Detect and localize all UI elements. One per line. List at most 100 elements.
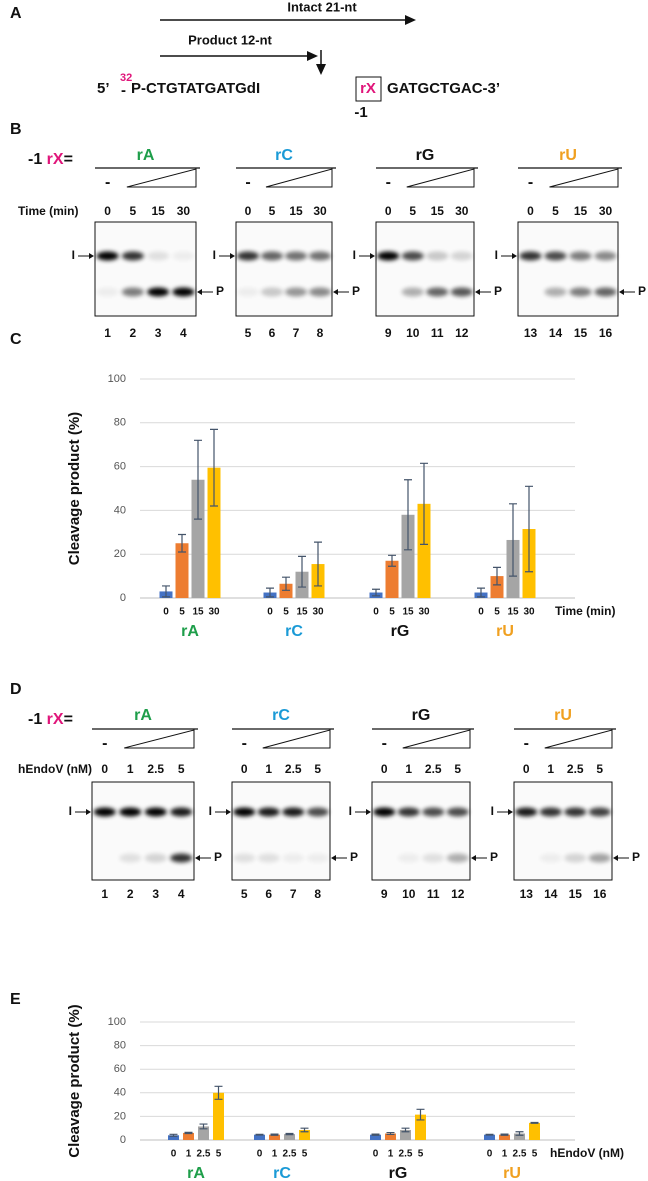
prefix-part: = — [64, 711, 73, 728]
gradient-triangle — [544, 729, 613, 749]
gel — [513, 781, 613, 881]
series-label: 2.5 — [197, 1149, 211, 1160]
lane-number: 8 — [314, 887, 321, 901]
rx-prefix: -1 rX= — [28, 711, 73, 728]
band-marker: P — [490, 850, 498, 864]
series-label: 1 — [186, 1149, 192, 1160]
lane-label: 0 — [385, 204, 392, 218]
y-tick-label: 40 — [114, 504, 126, 516]
lane-label: 1 — [405, 762, 412, 776]
bar — [401, 514, 415, 598]
band — [309, 287, 331, 297]
series-label: 0 — [267, 607, 273, 618]
lane-number: 4 — [180, 326, 187, 340]
lane-label: 5 — [454, 762, 461, 776]
band — [285, 251, 307, 261]
band — [515, 807, 538, 817]
error-bar — [314, 541, 322, 587]
lane-number: 4 — [178, 887, 185, 901]
band — [285, 287, 307, 297]
minus: - — [528, 174, 533, 191]
x-axis-label: hEndoV (nM) — [550, 1146, 624, 1160]
lane-number: 5 — [245, 326, 252, 340]
band — [373, 807, 396, 817]
error-bar — [371, 1133, 380, 1136]
y-tick-label: 60 — [114, 461, 126, 473]
series-label: 30 — [312, 607, 324, 618]
lane-label: 15 — [151, 204, 165, 218]
arrow-head — [471, 855, 476, 861]
band — [257, 807, 280, 817]
error-bar — [300, 1127, 309, 1133]
error-bar — [282, 576, 290, 591]
y-axis-label: Cleavage product (%) — [66, 1004, 83, 1157]
band-marker: I — [353, 248, 356, 262]
band — [306, 853, 329, 863]
lane-number: 2 — [130, 326, 137, 340]
lane-number: 15 — [569, 887, 583, 901]
error-bar — [214, 1085, 223, 1100]
band — [121, 287, 144, 297]
lane-label: 2.5 — [567, 762, 584, 776]
series-label: 30 — [418, 607, 430, 618]
bar — [400, 1129, 411, 1140]
lane-label: 0 — [381, 762, 388, 776]
y-tick-label: 0 — [120, 1134, 126, 1146]
band — [119, 807, 142, 817]
lane-label: 15 — [289, 204, 303, 218]
arrow-head — [226, 809, 231, 815]
series-label: 2.5 — [283, 1149, 297, 1160]
lane-number: 3 — [155, 326, 162, 340]
arrow-head — [195, 855, 200, 861]
band — [544, 287, 567, 297]
band — [446, 853, 469, 863]
lane-number: 16 — [599, 326, 613, 340]
position: -1 — [354, 104, 367, 121]
bar — [175, 543, 189, 598]
lane-number: 6 — [265, 887, 272, 901]
band-marker: I — [213, 248, 216, 262]
series-label: 5 — [494, 607, 500, 618]
lane-label: 2.5 — [285, 762, 302, 776]
error-bar — [270, 1133, 279, 1136]
series-label: 0 — [257, 1149, 263, 1160]
bar — [415, 1114, 426, 1140]
band — [446, 807, 469, 817]
band — [144, 853, 167, 863]
series-label: 5 — [216, 1149, 222, 1160]
category-label: rA — [187, 1165, 205, 1181]
y-tick-label: 100 — [108, 1016, 126, 1028]
lane-number: 12 — [455, 326, 469, 340]
band — [172, 287, 195, 297]
category-label: rA — [181, 623, 199, 640]
bar — [168, 1135, 179, 1140]
gradient-triangle — [406, 168, 475, 188]
gradient-triangle — [262, 729, 331, 749]
band-marker: I — [72, 248, 75, 262]
series-label: 15 — [192, 607, 204, 618]
band — [564, 807, 587, 817]
band — [539, 807, 562, 817]
prefix-part: -1 — [28, 711, 47, 728]
lane-number: 1 — [101, 887, 108, 901]
series-label: 1 — [502, 1149, 508, 1160]
error-bar — [500, 1133, 509, 1136]
group-label: rU — [559, 147, 577, 164]
lane-label: 5 — [314, 762, 321, 776]
error-bar — [255, 1133, 264, 1136]
error-bar — [509, 503, 517, 577]
y-tick-label: 100 — [108, 373, 126, 385]
lane-number: 14 — [544, 887, 558, 901]
rx: rX — [360, 80, 376, 97]
minus: - — [382, 735, 387, 752]
arrow-head — [86, 809, 91, 815]
error-bar — [485, 1133, 494, 1136]
band — [233, 807, 256, 817]
group-label: rG — [416, 147, 435, 164]
band-marker: I — [491, 804, 494, 818]
bar — [269, 1134, 280, 1140]
band — [588, 853, 611, 863]
band — [309, 251, 331, 261]
band-marker: P — [352, 284, 360, 298]
